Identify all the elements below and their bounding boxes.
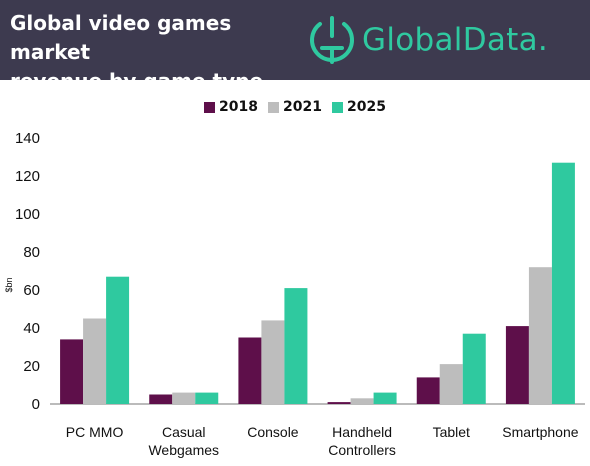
title-line-1: Global video games market xyxy=(10,11,232,64)
y-tick-label-80: 80 xyxy=(23,244,40,261)
bar-2025-4 xyxy=(462,333,486,404)
chart-title: Global video games market revenue by gam… xyxy=(10,9,310,96)
x-tick-label-3-1: Controllers xyxy=(328,442,396,458)
bar-2021-2 xyxy=(261,320,285,404)
globaldata-logo: GlobalData. xyxy=(306,10,584,70)
bar-2021-4 xyxy=(439,364,463,404)
bar-2025-5 xyxy=(551,162,575,404)
bar-2018-1 xyxy=(149,394,173,404)
bar-2021-5 xyxy=(528,267,552,404)
bar-2018-3 xyxy=(327,402,351,404)
globaldata-logo-icon xyxy=(310,16,354,64)
bar-2018-4 xyxy=(416,377,440,404)
y-axis-label: $bn xyxy=(4,277,14,292)
y-tick-label-100: 100 xyxy=(15,206,40,223)
bar-2025-2 xyxy=(284,288,308,404)
x-tick-label-0-0: PC MMO xyxy=(66,424,124,440)
y-tick-label-40: 40 xyxy=(23,320,40,337)
legend-swatch-2021 xyxy=(268,101,280,113)
legend-swatch-2018 xyxy=(204,101,216,113)
bar-2018-5 xyxy=(505,326,529,404)
legend-item-2025: 2025 xyxy=(331,99,386,115)
legend-label-2018: 2018 xyxy=(219,99,259,115)
bar-2021-0 xyxy=(83,318,107,404)
chart-legend: 2018 2021 2025 xyxy=(0,99,590,115)
brand-name: GlobalData. xyxy=(362,22,549,58)
x-tick-label-4-0: Tablet xyxy=(433,424,470,440)
bar-2018-0 xyxy=(60,339,84,404)
bar-2021-3 xyxy=(350,398,374,404)
plot-area: 0 20 40 60 80 100 120 140 $bn PC MMO Casual Webgame… xyxy=(4,130,585,458)
x-tick-label-1-1: Webgames xyxy=(148,442,219,458)
y-tick-label-20: 20 xyxy=(23,358,40,375)
bar-2025-0 xyxy=(106,276,130,404)
legend-swatch-2025 xyxy=(331,101,343,113)
y-tick-label-60: 60 xyxy=(23,282,40,299)
header-banner: Global video games market revenue by gam… xyxy=(0,0,590,93)
legend-label-2025: 2025 xyxy=(346,99,386,115)
y-tick-label-140: 140 xyxy=(15,130,40,147)
legend-item-2018: 2018 xyxy=(204,99,258,115)
y-tick-label-0: 0 xyxy=(32,396,40,413)
bar-2025-3 xyxy=(373,392,397,404)
bar-2018-2 xyxy=(238,337,262,404)
x-tick-label-2-0: Console xyxy=(247,424,299,440)
legend-label-2021: 2021 xyxy=(283,99,322,115)
title-line-2: revenue by game type xyxy=(10,69,264,93)
x-tick-label-3-0: Handheld xyxy=(332,424,392,440)
legend-item-2021: 2021 xyxy=(268,99,322,115)
bar-2025-1 xyxy=(195,392,219,404)
x-tick-label-1-0: Casual xyxy=(162,424,206,440)
bar-2021-1 xyxy=(172,392,196,404)
y-tick-label-120: 120 xyxy=(15,168,40,185)
x-tick-label-5-0: Smartphone xyxy=(502,424,578,440)
